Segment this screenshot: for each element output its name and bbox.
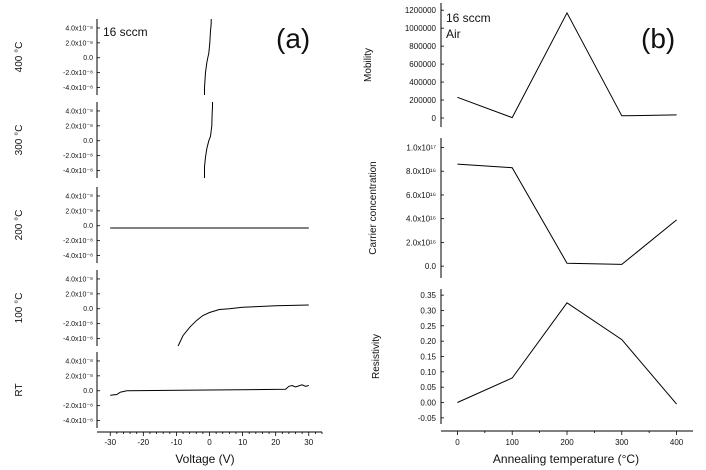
panel-a-curve — [177, 304, 309, 347]
panel-b-y-tick-label: 1200000 — [405, 6, 437, 15]
panel-a-y-tick-label: -2.0x10⁻⁸ — [63, 153, 93, 160]
panel-b-y-tick-label: 2.0x10¹⁶ — [406, 238, 436, 247]
panel-a-y-tick-label: -4.0x10⁻⁸ — [63, 253, 93, 260]
panel-b-y-axis-label: Mobility — [363, 48, 374, 82]
panel-a-y-tick-label: -2.0x10⁻⁸ — [63, 321, 93, 328]
panel-a-y-tick-label: 0.0 — [83, 223, 93, 230]
panel-b-x-tick-label: 0 — [455, 438, 460, 447]
panel-a-y-tick-label: -4.0x10⁻⁸ — [63, 168, 93, 175]
panel-b-curve — [457, 11, 677, 119]
panel-a-x-tick-label: 10 — [238, 438, 247, 447]
panel-a-y-tick-label: 0.0 — [83, 55, 93, 62]
panel-a-annotation: 16 sccm — [103, 25, 148, 39]
panel-a-y-axis-label: 300 °C — [14, 125, 25, 156]
panel-a-x-tick-label: -10 — [171, 438, 183, 447]
panel-b-y-tick-label: 4.0x10¹⁶ — [406, 215, 436, 224]
panel-a-y-tick-label: 2.0x10⁻⁸ — [65, 373, 93, 380]
panel-b-y-tick-label: 0.10 — [420, 368, 436, 377]
panel-a-curve — [204, 19, 212, 95]
panel-a-y-tick-label: 4.0x10⁻⁸ — [65, 358, 93, 365]
panel-b-x-tick-label: 300 — [615, 438, 629, 447]
panel-a-y-axis-label: 400 °C — [14, 42, 25, 73]
panel-a-x-tick-label: 20 — [271, 438, 280, 447]
panel-b-y-tick-label: 400000 — [409, 78, 436, 87]
panel-a: 4.0x10⁻⁸ 2.0x10⁻⁸ 0.0 -2.0x10⁻⁸ -4.0x10⁻⁸ 400… — [14, 19, 323, 447]
panel-b-y-tick-label: 0.25 — [420, 322, 436, 331]
panel-a-y-tick-label: 2.0x10⁻⁸ — [65, 123, 93, 130]
panel-a-y-tick-label: -4.0x10⁻⁸ — [63, 418, 93, 425]
panel-a-x-tick-label: 30 — [304, 438, 313, 447]
panel-a-y-tick-label: 0.0 — [83, 138, 93, 145]
panel-b: 0 200000 400000 600000 800000 1000000 1200000 M… — [363, 3, 693, 447]
panel-b-annotation-flow: 16 sccm — [446, 11, 491, 25]
panel-b-y-tick-label: 0.0 — [425, 262, 437, 271]
panel-b-y-tick-label: 0.30 — [420, 306, 436, 315]
panel-b-y-tick-label: -0.05 — [418, 414, 437, 423]
panel-b-y-tick-label: 0.35 — [420, 291, 436, 300]
panel-a-curve — [110, 384, 309, 396]
panel-b-y-tick-label: 0.05 — [420, 383, 436, 392]
panel-a-x-axis-label: Voltage (V) — [175, 452, 234, 466]
panel-a-y-tick-label: -2.0x10⁻⁸ — [63, 238, 93, 245]
panel-b-y-tick-label: 800000 — [409, 42, 436, 51]
panel-a-x-tick-label: -30 — [104, 438, 116, 447]
panel-b-y-tick-label: 6.0x10¹⁶ — [406, 191, 436, 200]
panel-a-y-tick-label: 4.0x10⁻⁸ — [65, 25, 93, 32]
panel-b-y-tick-label: 0.15 — [420, 353, 436, 362]
panel-b-curve — [457, 302, 677, 405]
panel-b-y-axis-label: Resistivity — [371, 334, 382, 379]
panel-a-y-tick-label: 4.0x10⁻⁸ — [65, 193, 93, 200]
panel-a-x-tick-label: 0 — [207, 438, 212, 447]
panel-b-y-tick-label: 8.0x10¹⁶ — [406, 167, 436, 176]
panel-b-y-tick-label: 0.20 — [420, 337, 436, 346]
panel-a-y-tick-label: -2.0x10⁻⁸ — [63, 403, 93, 410]
panel-b-label: (b) — [641, 23, 675, 54]
panel-a-y-tick-label: -4.0x10⁻⁸ — [63, 85, 93, 92]
panel-a-label: (a) — [276, 23, 310, 54]
panel-a-y-axis-label: 100 °C — [14, 293, 25, 324]
panel-b-x-axis-label: Annealing temperature (°C) — [493, 452, 639, 466]
panel-a-x-tick-label: -20 — [138, 438, 150, 447]
panel-a-curve — [204, 102, 213, 178]
panel-b-annotation-atmosphere: Air — [446, 27, 461, 41]
panel-a-y-tick-label: 0.0 — [83, 306, 93, 313]
panel-b-y-tick-label: 600000 — [409, 60, 436, 69]
panel-b-y-tick-label: 200000 — [409, 96, 436, 105]
panel-b-y-tick-label: 1000000 — [405, 24, 437, 33]
panel-a-y-tick-label: 2.0x10⁻⁸ — [65, 208, 93, 215]
panel-a-y-tick-label: -2.0x10⁻⁸ — [63, 70, 93, 77]
panel-a-y-tick-label: 4.0x10⁻⁸ — [65, 108, 93, 115]
panel-b-y-tick-label: 0.00 — [420, 399, 436, 408]
panel-a-y-axis-label: RT — [14, 383, 25, 396]
panel-a-y-tick-label: 2.0x10⁻⁸ — [65, 291, 93, 298]
panel-b-x-tick-label: 200 — [560, 438, 574, 447]
panel-a-y-tick-label: -4.0x10⁻⁸ — [63, 336, 93, 343]
panel-a-y-tick-label: 4.0x10⁻⁸ — [65, 276, 93, 283]
panel-b-y-tick-label: 1.0x10¹⁷ — [406, 143, 436, 152]
panel-b-x-tick-label: 100 — [506, 438, 520, 447]
panel-a-y-tick-label: 0.0 — [83, 388, 93, 395]
panel-b-x-tick-label: 400 — [670, 438, 684, 447]
panel-b-curve — [457, 163, 677, 265]
panel-b-y-axis-label: Carrier concentration — [368, 161, 379, 254]
panel-b-y-tick-label: 0 — [432, 114, 437, 123]
panel-a-y-axis-label: 200 °C — [14, 210, 25, 241]
panel-a-y-tick-label: 2.0x10⁻⁸ — [65, 40, 93, 47]
